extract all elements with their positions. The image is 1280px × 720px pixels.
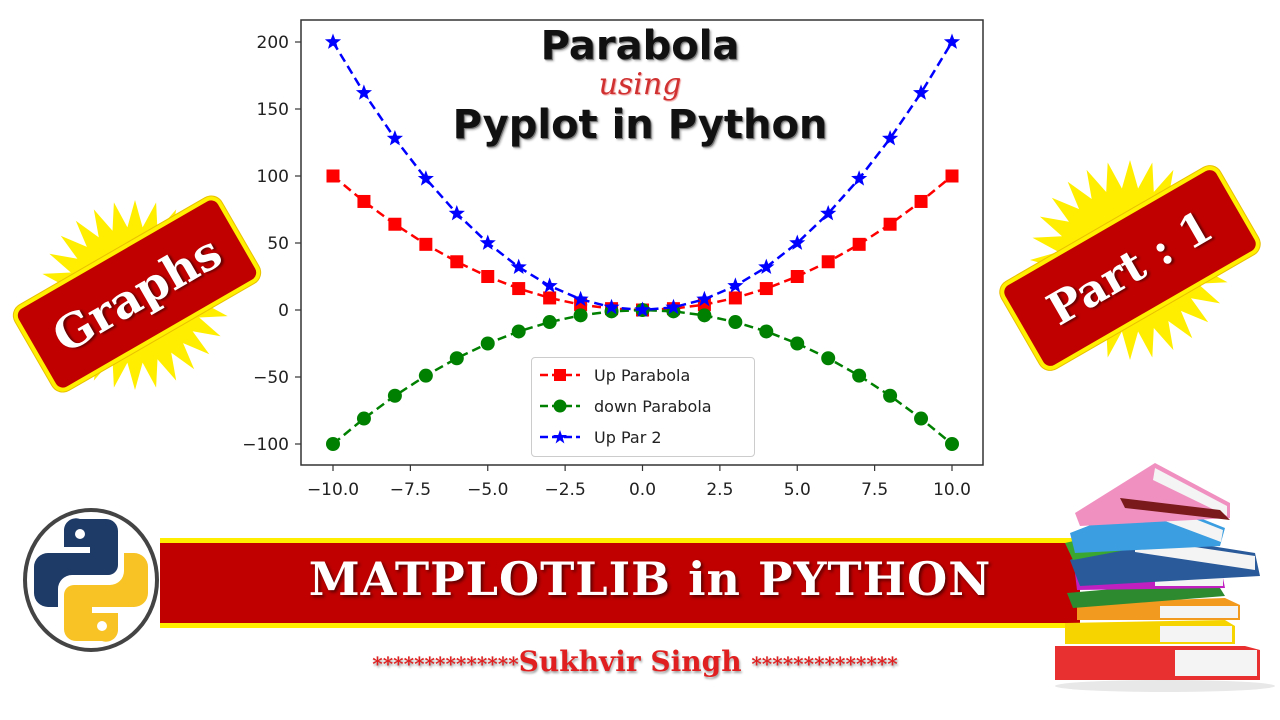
title-line-2: using (598, 67, 682, 102)
x-tick-label: 5.0 (784, 480, 811, 500)
chart-series (324, 33, 961, 451)
x-tick-label: 2.5 (706, 480, 733, 500)
chart-title: Parabola using Pyplot in Python (420, 22, 860, 150)
y-tick-label: 100 (257, 167, 289, 187)
x-tick-label: −2.5 (544, 480, 585, 500)
x-tick-label: −7.5 (390, 480, 431, 500)
y-tick-label: −100 (242, 435, 289, 455)
series-down-parabola (326, 303, 959, 451)
author-credit: **************Sukhvir Singh ************… (240, 642, 1030, 684)
python-logo-icon (23, 508, 159, 652)
author-stars-left: ************** (372, 652, 519, 676)
y-axis: 200 150 100 50 0 −50 −100 (242, 33, 301, 455)
y-tick-label: 50 (267, 234, 289, 254)
x-tick-label: 0.0 (629, 480, 656, 500)
author-name: Sukhvir Singh (518, 645, 742, 678)
x-tick-label: 7.5 (861, 480, 888, 500)
y-tick-label: 0 (278, 301, 289, 321)
x-tick-label: −10.0 (307, 480, 359, 500)
legend-item-up-par-2: Up Par 2 (540, 424, 662, 450)
title-line-1: Parabola (540, 23, 740, 69)
circle-marker-icon (540, 399, 580, 413)
y-tick-label: 200 (257, 33, 289, 53)
legend-item-up-parabola: Up Parabola (540, 362, 690, 388)
graphs-badge: Graphs (0, 190, 280, 396)
series-up-par-2 (324, 33, 961, 317)
y-tick-label: −50 (253, 368, 289, 388)
x-axis: −10.0 −7.5 −5.0 −2.5 0.0 2.5 5.0 7.5 10.0 (307, 465, 971, 500)
stack-of-books-icon (1055, 463, 1275, 692)
banner-label: MATPLOTLIB in PYTHON (308, 552, 992, 606)
author-stars-right: ************** (751, 652, 898, 676)
title-line-3: Pyplot in Python (452, 102, 828, 148)
star-marker-icon (540, 430, 580, 444)
legend-item-down-parabola: down Parabola (540, 393, 712, 419)
title-banner (160, 538, 1080, 628)
x-tick-label: 10.0 (933, 480, 971, 500)
square-marker-icon (540, 369, 580, 381)
x-tick-label: −5.0 (467, 480, 508, 500)
part-badge: Part : 1 (990, 160, 1280, 375)
y-tick-label: 150 (257, 100, 289, 120)
chart-legend: Up Parabola down Parabola Up Par 2 (531, 357, 755, 457)
